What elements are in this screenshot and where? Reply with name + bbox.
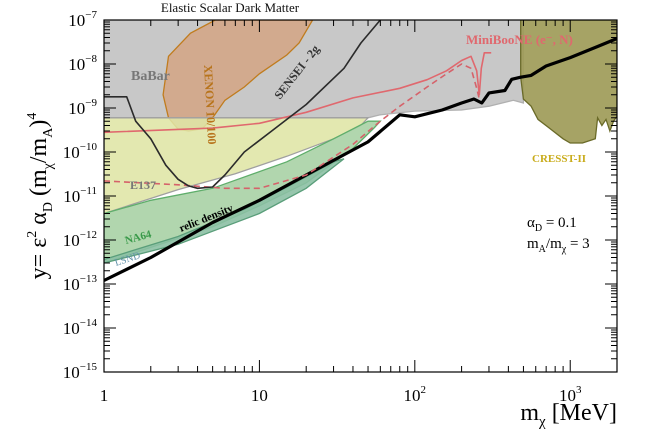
y-tick-label: 10−11	[63, 185, 97, 206]
y-label-open: (m	[26, 169, 52, 202]
y-label-slash: /m	[26, 137, 52, 163]
x-tick-label: 1	[100, 386, 109, 405]
y-axis: 10−15 10−14 10−13 10−12 10−11 10−10 10−9 10−8 10…	[63, 9, 617, 382]
y-tick-label: 10−14	[63, 317, 98, 338]
y-label-prefix: y= ε	[26, 238, 52, 280]
y-tick-label: 10−12	[63, 229, 97, 250]
y-label-sup: 2	[25, 231, 40, 238]
x-label-sub: χ	[538, 414, 546, 430]
y-label-alpha: α	[26, 212, 52, 231]
param-alpha: αD = 0.1	[527, 215, 577, 234]
plot-lines	[104, 20, 617, 282]
x-tick-label: 103	[559, 384, 582, 405]
label-e137: E137	[130, 178, 156, 192]
x-label-unit: [MeV]	[546, 400, 617, 426]
y-tick-label: 10−7	[68, 9, 97, 30]
line-miniboone-dashed	[104, 63, 481, 190]
y-label-m2-sub: A	[41, 127, 56, 138]
plot-regions	[104, 20, 617, 264]
y-tick-label: 10−8	[68, 53, 97, 74]
line-miniboone-e-n	[104, 51, 492, 134]
chart-title: Elastic Scalar Dark Matter	[161, 0, 300, 15]
y-tick-label: 10−15	[63, 361, 98, 382]
y-label-alpha-sub: D	[41, 202, 56, 212]
label-cresst: CRESST-II	[532, 153, 586, 165]
y-axis-label: y= ε2 αD (mχ/mA)4	[25, 113, 56, 280]
line-sensei-2g	[104, 20, 381, 190]
label-miniboone: MiniBooNE (e⁻, N)	[466, 32, 573, 47]
y-label-m1-sub: χ	[41, 162, 56, 170]
y-tick-label: 10−9	[68, 97, 97, 118]
label-babar: BaBar	[131, 69, 170, 84]
x-axis: 1 10 102 103	[100, 20, 618, 405]
x-tick-label: 10	[251, 386, 268, 405]
param-mass-ratio: mA/mχ = 3	[527, 236, 590, 255]
y-tick-label: 10−13	[63, 273, 98, 294]
y-label-close: )	[26, 120, 52, 128]
label-xenon: XENON 10/100	[201, 64, 219, 144]
region-e137	[104, 117, 370, 215]
x-label-base: m	[520, 400, 539, 426]
y-tick-label: 10−10	[63, 141, 98, 162]
x-axis-label: mχ [MeV]	[520, 400, 617, 430]
region-cresst-ii	[520, 20, 617, 144]
y-label-power: 4	[25, 113, 40, 120]
x-tick-label: 102	[404, 384, 427, 405]
line-relic-density	[104, 37, 617, 282]
